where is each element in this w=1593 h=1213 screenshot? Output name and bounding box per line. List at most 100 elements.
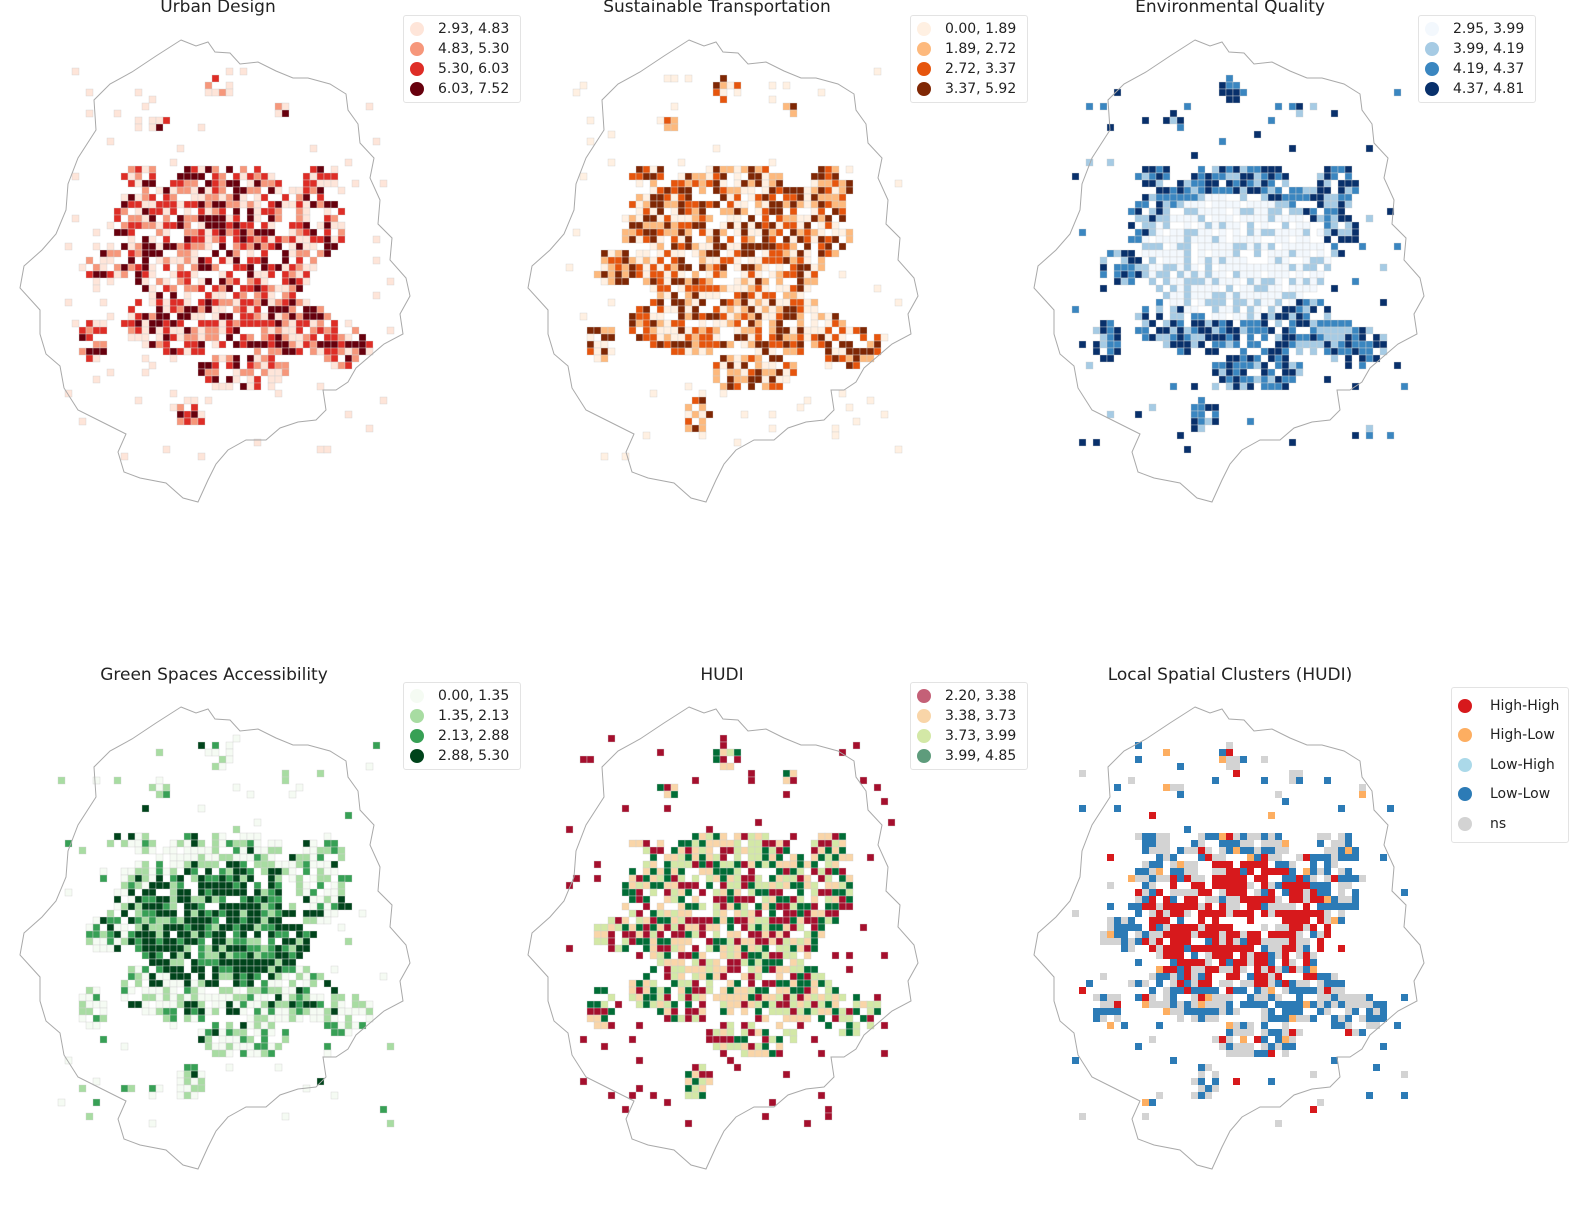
legend-swatch-icon	[917, 689, 931, 703]
map-title: Local Spatial Clusters (HUDI)	[1107, 665, 1353, 685]
map-legend: 0.00, 1.89 1.89, 2.72 2.72, 3.37 3.37, 5.92	[910, 15, 1028, 103]
legend-swatch-icon	[410, 729, 424, 743]
legend-swatch-icon	[1458, 787, 1472, 802]
map-title: Urban Design	[160, 0, 276, 17]
legend-label: 2.93, 4.83	[438, 21, 510, 37]
grid-cells	[565, 734, 896, 1128]
legend-item: 2.72, 3.37	[917, 59, 1021, 79]
legend-item: 6.03, 7.52	[410, 79, 514, 99]
legend-item: Low-Low	[1458, 780, 1562, 810]
legend-label: 3.99, 4.85	[945, 748, 1017, 764]
legend-swatch-icon	[410, 709, 424, 723]
legend-swatch-icon	[1425, 42, 1439, 56]
choropleth-map	[19, 39, 411, 503]
choropleth-map	[1033, 706, 1425, 1170]
study-area-boundary	[19, 39, 411, 503]
map-legend: 0.00, 1.35 1.35, 2.13 2.13, 2.88 2.88, 5.30	[403, 682, 521, 770]
legend-label: 3.38, 3.73	[945, 708, 1017, 724]
legend-swatch-icon	[917, 42, 931, 56]
legend-label: 6.03, 7.52	[438, 81, 510, 97]
study-area-boundary	[527, 706, 919, 1170]
legend-swatch-icon	[917, 729, 931, 743]
legend-swatch-icon	[1425, 22, 1439, 36]
legend-swatch-icon	[1425, 82, 1439, 96]
legend-item: 3.38, 3.73	[917, 706, 1021, 726]
legend-item: High-Low	[1458, 721, 1562, 751]
legend-label: 3.37, 5.92	[945, 81, 1017, 97]
legend-swatch-icon	[410, 42, 424, 56]
legend-swatch-icon	[1458, 728, 1472, 743]
legend-item: 0.00, 1.35	[410, 686, 514, 706]
legend-label: 1.35, 2.13	[438, 708, 510, 724]
legend-label: 4.83, 5.30	[438, 41, 510, 57]
legend-item: 3.73, 3.99	[917, 726, 1021, 746]
legend-swatch-icon	[917, 82, 931, 96]
legend-item: High-High	[1458, 691, 1562, 721]
legend-item: ns	[1458, 809, 1562, 839]
study-area-boundary	[19, 706, 411, 1170]
grid-cells	[1071, 74, 1409, 454]
legend-swatch-icon	[410, 82, 424, 96]
legend-swatch-icon	[917, 749, 931, 763]
legend-item: 1.89, 2.72	[917, 39, 1021, 59]
map-legend: 2.20, 3.38 3.38, 3.73 3.73, 3.99 3.99, 4.85	[910, 682, 1028, 770]
legend-swatch-icon	[410, 22, 424, 36]
legend-swatch-icon	[1458, 816, 1472, 831]
legend-label: 3.73, 3.99	[945, 728, 1017, 744]
choropleth-map	[1033, 39, 1425, 503]
legend-swatch-icon	[410, 62, 424, 76]
legend-item: 4.83, 5.30	[410, 39, 514, 59]
map-title: Environmental Quality	[1135, 0, 1325, 17]
legend-item: 3.99, 4.19	[1425, 39, 1529, 59]
legend-item: 2.20, 3.38	[917, 686, 1021, 706]
legend-swatch-icon	[917, 709, 931, 723]
map-legend: 2.95, 3.99 3.99, 4.19 4.19, 4.37 4.37, 4.81	[1418, 15, 1536, 103]
choropleth-map	[527, 706, 919, 1170]
legend-label: 5.30, 6.03	[438, 61, 510, 77]
legend-swatch-icon	[410, 689, 424, 703]
legend-item: 0.00, 1.89	[917, 19, 1021, 39]
legend-item: 2.88, 5.30	[410, 746, 514, 766]
legend-label: High-Low	[1490, 727, 1555, 744]
choropleth-map	[19, 706, 411, 1170]
legend-item: 3.99, 4.85	[917, 746, 1021, 766]
legend-item: 2.93, 4.83	[410, 19, 514, 39]
legend-label: 4.19, 4.37	[1453, 61, 1525, 77]
legend-label: 2.95, 3.99	[1453, 21, 1525, 37]
study-area-boundary	[1033, 706, 1425, 1170]
legend-label: 4.37, 4.81	[1453, 81, 1525, 97]
legend-label: 1.89, 2.72	[945, 41, 1017, 57]
legend-label: Low-Low	[1490, 786, 1551, 803]
study-area-boundary	[1033, 39, 1425, 503]
grid-cells	[565, 67, 903, 461]
legend-label: Low-High	[1490, 756, 1555, 773]
legend-item: 1.35, 2.13	[410, 706, 514, 726]
legend-swatch-icon	[410, 749, 424, 763]
legend-label: 2.72, 3.37	[945, 61, 1017, 77]
legend-item: 5.30, 6.03	[410, 59, 514, 79]
map-title: Green Spaces Accessibility	[100, 665, 328, 685]
map-title: Sustainable Transportation	[603, 0, 831, 17]
grid-cells	[57, 734, 395, 1128]
legend-item: 2.13, 2.88	[410, 726, 514, 746]
grid-cells	[64, 67, 395, 461]
legend-label: 2.20, 3.38	[945, 688, 1017, 704]
study-area-boundary	[527, 39, 919, 503]
legend-label: 3.99, 4.19	[1453, 41, 1525, 57]
legend-swatch-icon	[917, 62, 931, 76]
legend-item: Low-High	[1458, 750, 1562, 780]
legend-swatch-icon	[1458, 698, 1472, 713]
map-legend: 2.93, 4.83 4.83, 5.30 5.30, 6.03 6.03, 7.52	[403, 15, 521, 103]
grid-cells	[1072, 742, 1408, 1127]
legend-item: 2.95, 3.99	[1425, 19, 1529, 39]
legend-item: 4.19, 4.37	[1425, 59, 1529, 79]
legend-label: ns	[1490, 815, 1507, 832]
choropleth-map	[527, 39, 919, 503]
legend-label: 0.00, 1.89	[945, 21, 1017, 37]
legend-swatch-icon	[1425, 62, 1439, 76]
legend-swatch-icon	[1458, 757, 1472, 772]
map-title: HUDI	[700, 665, 744, 685]
legend-label: 0.00, 1.35	[438, 688, 510, 704]
legend-item: 4.37, 4.81	[1425, 79, 1529, 99]
legend-swatch-icon	[917, 22, 931, 36]
